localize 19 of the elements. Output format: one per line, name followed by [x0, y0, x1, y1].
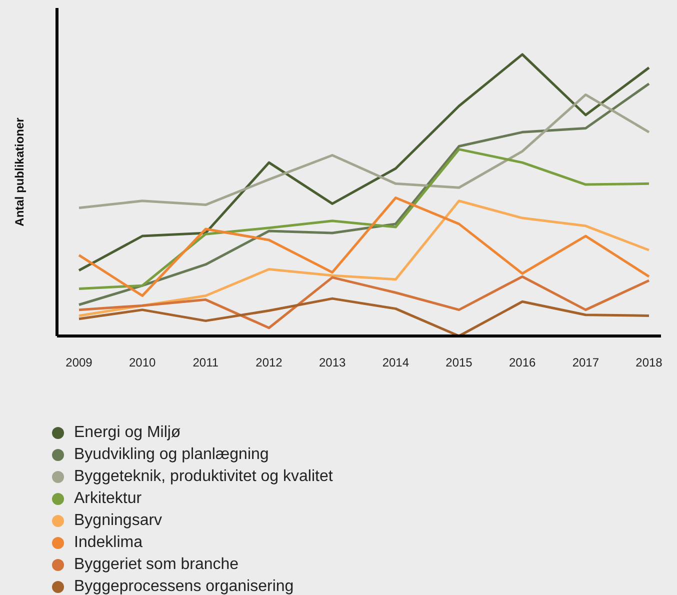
- x-tick-label: 2009: [66, 356, 93, 370]
- legend-label: Indeklima: [74, 534, 142, 552]
- legend-label: Byudvikling og planlægning: [74, 446, 269, 464]
- legend-label: Arkitektur: [74, 490, 142, 508]
- y-axis-title: Antal publikationer: [12, 117, 26, 226]
- x-tick-label: 2010: [128, 356, 156, 370]
- x-tick-label: 2014: [382, 356, 410, 370]
- x-tick-label: 2016: [508, 356, 536, 370]
- legend-label: Byggeteknik, produktivitet og kvalitet: [74, 468, 333, 486]
- x-tick-label: 2018: [636, 356, 663, 370]
- x-tick-label: 2015: [446, 356, 473, 370]
- x-tick-label: 2012: [256, 356, 283, 370]
- legend-label: Byggeprocessens organisering: [74, 578, 294, 595]
- legend-label: Bygningsarv: [74, 512, 162, 530]
- x-tick-label: 2017: [572, 356, 600, 370]
- legend-label: Energi og Miljø: [74, 424, 181, 442]
- x-tick-label: 2013: [318, 356, 346, 370]
- legend-label: Byggeriet som branche: [74, 556, 239, 574]
- x-tick-label: 2011: [192, 356, 219, 370]
